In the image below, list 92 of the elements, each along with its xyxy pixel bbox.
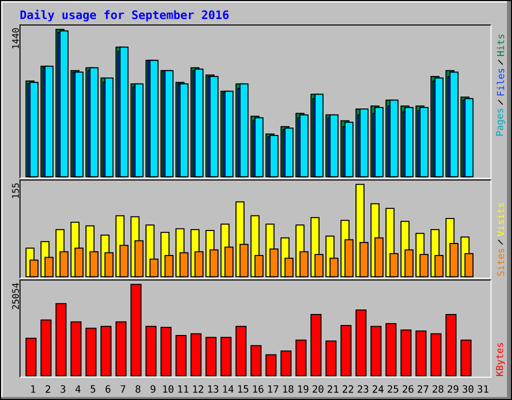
x-tick-label: 30 [462, 385, 474, 393]
legend-label: Files [496, 68, 504, 96]
bar [360, 108, 368, 178]
bar [416, 330, 426, 376]
bar [146, 326, 156, 376]
bar [326, 340, 337, 376]
bar [160, 326, 172, 376]
bar [310, 314, 322, 376]
x-tick-label: 2 [46, 385, 50, 393]
bar [430, 333, 442, 376]
x-tick-label: 13 [208, 385, 218, 393]
x-tick-label: 19 [298, 385, 308, 393]
x-tick-label: 27 [418, 385, 428, 393]
bar [254, 117, 264, 178]
legend-label: Pages [496, 108, 505, 136]
bar [450, 72, 459, 178]
x-tick-label: 11 [178, 385, 188, 393]
bar [26, 338, 37, 376]
bar [70, 321, 82, 376]
bar [296, 340, 306, 376]
bar [390, 100, 399, 178]
x-tick-label: 22 [342, 385, 354, 393]
bar [40, 320, 52, 376]
x-tick-label: 1 [31, 385, 36, 393]
bar [190, 333, 202, 376]
x-tick-label: 8 [136, 385, 140, 393]
text: KBytes [496, 343, 505, 376]
bar [104, 78, 114, 178]
bar [374, 106, 384, 178]
bar [420, 106, 428, 178]
x-tick-label: 25 [388, 385, 398, 393]
bar [344, 122, 354, 178]
bar [194, 68, 204, 178]
bar [116, 321, 126, 376]
x-tick-label: 20 [312, 385, 324, 393]
x-tick-label: 9 [150, 385, 156, 393]
x-tick-label: 17 [268, 385, 278, 393]
x-tick-label: 14 [223, 385, 234, 393]
bar [134, 83, 144, 178]
x-tick-label: 3 [60, 385, 66, 393]
bar [340, 324, 352, 376]
bar [314, 94, 324, 178]
x-tick-label: 10 [163, 385, 174, 393]
x-tick-label: 4 [75, 385, 81, 393]
bar [100, 326, 112, 376]
bar [370, 326, 382, 376]
x-tick-label: 31 [478, 385, 488, 393]
text: 1440 [12, 28, 19, 48]
bar [130, 284, 142, 376]
x-tick-label: 5 [90, 385, 96, 393]
x-tick-label: 7 [120, 385, 126, 393]
bar [250, 345, 262, 376]
bar [400, 330, 412, 376]
bar [86, 328, 97, 376]
x-tick-label: 24 [372, 385, 384, 393]
text: Visits [496, 203, 504, 236]
x-tick-label: 26 [402, 385, 414, 393]
text: Hits [496, 34, 504, 56]
bar [404, 106, 414, 178]
bar [434, 78, 444, 178]
legend-label: Sites [496, 248, 504, 276]
bar [206, 336, 216, 376]
x-tick-label: 6 [106, 385, 110, 393]
x-tick-label: 15 [238, 385, 248, 393]
x-tick-label: 29 [448, 385, 458, 393]
text: 155 [12, 183, 19, 198]
x-tick-label: 12 [193, 385, 204, 393]
text: 25054 [12, 283, 19, 310]
x-tick-label: 16 [253, 385, 264, 393]
bar [280, 350, 292, 376]
bar [90, 67, 99, 178]
bar [330, 114, 339, 178]
bar [220, 336, 232, 376]
bar [266, 354, 276, 376]
x-tick-label: 21 [328, 385, 338, 393]
bar [284, 128, 294, 178]
bar [300, 114, 309, 178]
bar [460, 340, 472, 376]
chart-title: Daily usage for September 2016 [20, 10, 229, 22]
bar [56, 303, 66, 376]
bar [356, 309, 366, 376]
bar [446, 314, 457, 376]
bar [176, 335, 187, 376]
bar [44, 66, 54, 178]
x-tick-label: 23 [358, 385, 368, 393]
x-tick-label: 28 [432, 385, 444, 393]
bar [120, 46, 128, 178]
bar [240, 83, 249, 178]
bar [150, 60, 159, 178]
bar [236, 326, 247, 376]
x-tick-label: 18 [283, 385, 294, 393]
bar [386, 323, 397, 376]
